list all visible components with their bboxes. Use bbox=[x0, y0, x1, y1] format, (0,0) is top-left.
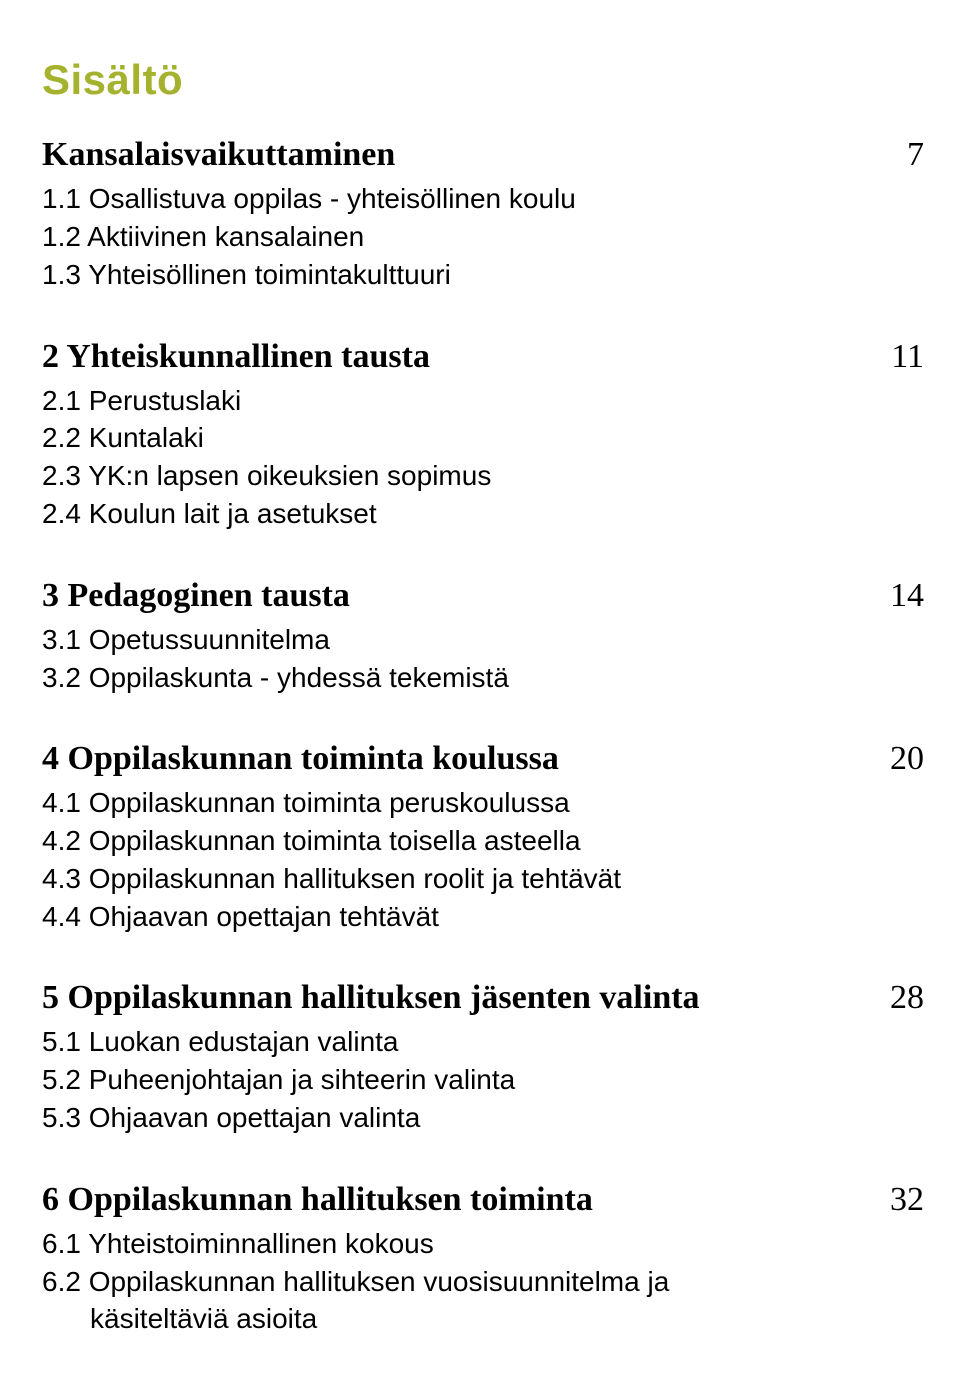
section-heading-row: 2 Yhteiskunnallinen tausta 11 bbox=[42, 338, 924, 376]
toc-sub-item: 6.2 Oppilaskunnan hallituksen vuosisuunn… bbox=[42, 1263, 924, 1301]
toc-sub-item: 5.3 Ohjaavan opettajan valinta bbox=[42, 1099, 924, 1137]
section-page-number: 20 bbox=[876, 740, 924, 778]
toc-section: 2 Yhteiskunnallinen tausta 11 2.1 Perustus… bbox=[42, 338, 924, 533]
toc-sub-item: 3.2 Oppilaskunta - yhdessä tekemistä bbox=[42, 659, 924, 697]
toc-sub-item-continuation: käsiteltäviä asioita bbox=[42, 1300, 924, 1338]
toc-sub-item: 2.2 Kuntalaki bbox=[42, 419, 924, 457]
toc-sub-item: 3.1 Opetussuunnitelma bbox=[42, 621, 924, 659]
toc-section: 5 Oppilaskunnan hallituksen jäsenten val… bbox=[42, 979, 924, 1136]
section-heading-row: 3 Pedagoginen tausta 14 bbox=[42, 577, 924, 615]
section-heading: 4 Oppilaskunnan toiminta koulussa bbox=[42, 740, 559, 778]
toc-sub-item: 1.1 Osallistuva oppilas - yhteisöllinen … bbox=[42, 180, 924, 218]
section-sub-list: 2.1 Perustuslaki2.2 Kuntalaki2.3 YK:n la… bbox=[42, 382, 924, 533]
toc-sub-item: 2.1 Perustuslaki bbox=[42, 382, 924, 420]
section-sub-list: 3.1 Opetussuunnitelma3.2 Oppilaskunta - … bbox=[42, 621, 924, 697]
document-title: Sisältö bbox=[42, 56, 924, 104]
section-page-number: 11 bbox=[876, 338, 924, 376]
section-sub-list: 6.1 Yhteistoiminnallinen kokous6.2 Oppil… bbox=[42, 1225, 924, 1338]
page-container: Sisältö Kansalaisvaikuttaminen 7 1.1 Osall… bbox=[0, 0, 960, 1338]
section-page-number: 7 bbox=[876, 136, 924, 174]
toc-sub-item: 4.4 Ohjaavan opettajan tehtävät bbox=[42, 898, 924, 936]
toc-section: 4 Oppilaskunnan toiminta koulussa 20 4.1 O… bbox=[42, 740, 924, 935]
toc-sub-item: 6.1 Yhteistoiminnallinen kokous bbox=[42, 1225, 924, 1263]
section-heading: 6 Oppilaskunnan hallituksen toiminta bbox=[42, 1181, 593, 1219]
toc-section: 6 Oppilaskunnan hallituksen toiminta 32 6.… bbox=[42, 1181, 924, 1338]
table-of-contents: Kansalaisvaikuttaminen 7 1.1 Osallistuva o… bbox=[42, 136, 924, 1338]
toc-sub-item: 5.2 Puheenjohtajan ja sihteerin valinta bbox=[42, 1061, 924, 1099]
toc-sub-item: 1.3 Yhteisöllinen toimintakulttuuri bbox=[42, 256, 924, 294]
toc-section: Kansalaisvaikuttaminen 7 1.1 Osallistuva o… bbox=[42, 136, 924, 293]
section-sub-list: 5.1 Luokan edustajan valinta5.2 Puheenjo… bbox=[42, 1023, 924, 1136]
toc-sub-item: 4.3 Oppilaskunnan hallituksen roolit ja … bbox=[42, 860, 924, 898]
section-sub-list: 4.1 Oppilaskunnan toiminta peruskoulussa… bbox=[42, 784, 924, 935]
section-heading: 3 Pedagoginen tausta bbox=[42, 577, 350, 615]
toc-sub-item: 5.1 Luokan edustajan valinta bbox=[42, 1023, 924, 1061]
section-heading-row: Kansalaisvaikuttaminen 7 bbox=[42, 136, 924, 174]
section-heading-row: 4 Oppilaskunnan toiminta koulussa 20 bbox=[42, 740, 924, 778]
toc-sub-item: 1.2 Aktiivinen kansalainen bbox=[42, 218, 924, 256]
section-page-number: 32 bbox=[876, 1181, 924, 1219]
section-page-number: 28 bbox=[876, 979, 924, 1017]
toc-sub-item: 4.2 Oppilaskunnan toiminta toisella aste… bbox=[42, 822, 924, 860]
toc-sub-item: 4.1 Oppilaskunnan toiminta peruskoulussa bbox=[42, 784, 924, 822]
toc-sub-item: 2.4 Koulun lait ja asetukset bbox=[42, 495, 924, 533]
section-heading: Kansalaisvaikuttaminen bbox=[42, 136, 395, 174]
section-heading-row: 6 Oppilaskunnan hallituksen toiminta 32 bbox=[42, 1181, 924, 1219]
section-page-number: 14 bbox=[876, 577, 924, 615]
section-heading: 2 Yhteiskunnallinen tausta bbox=[42, 338, 430, 376]
toc-section: 3 Pedagoginen tausta 14 3.1 Opetussuunnite… bbox=[42, 577, 924, 697]
section-heading-row: 5 Oppilaskunnan hallituksen jäsenten val… bbox=[42, 979, 924, 1017]
section-heading: 5 Oppilaskunnan hallituksen jäsenten val… bbox=[42, 979, 700, 1017]
toc-sub-item: 2.3 YK:n lapsen oikeuksien sopimus bbox=[42, 457, 924, 495]
section-sub-list: 1.1 Osallistuva oppilas - yhteisöllinen … bbox=[42, 180, 924, 293]
